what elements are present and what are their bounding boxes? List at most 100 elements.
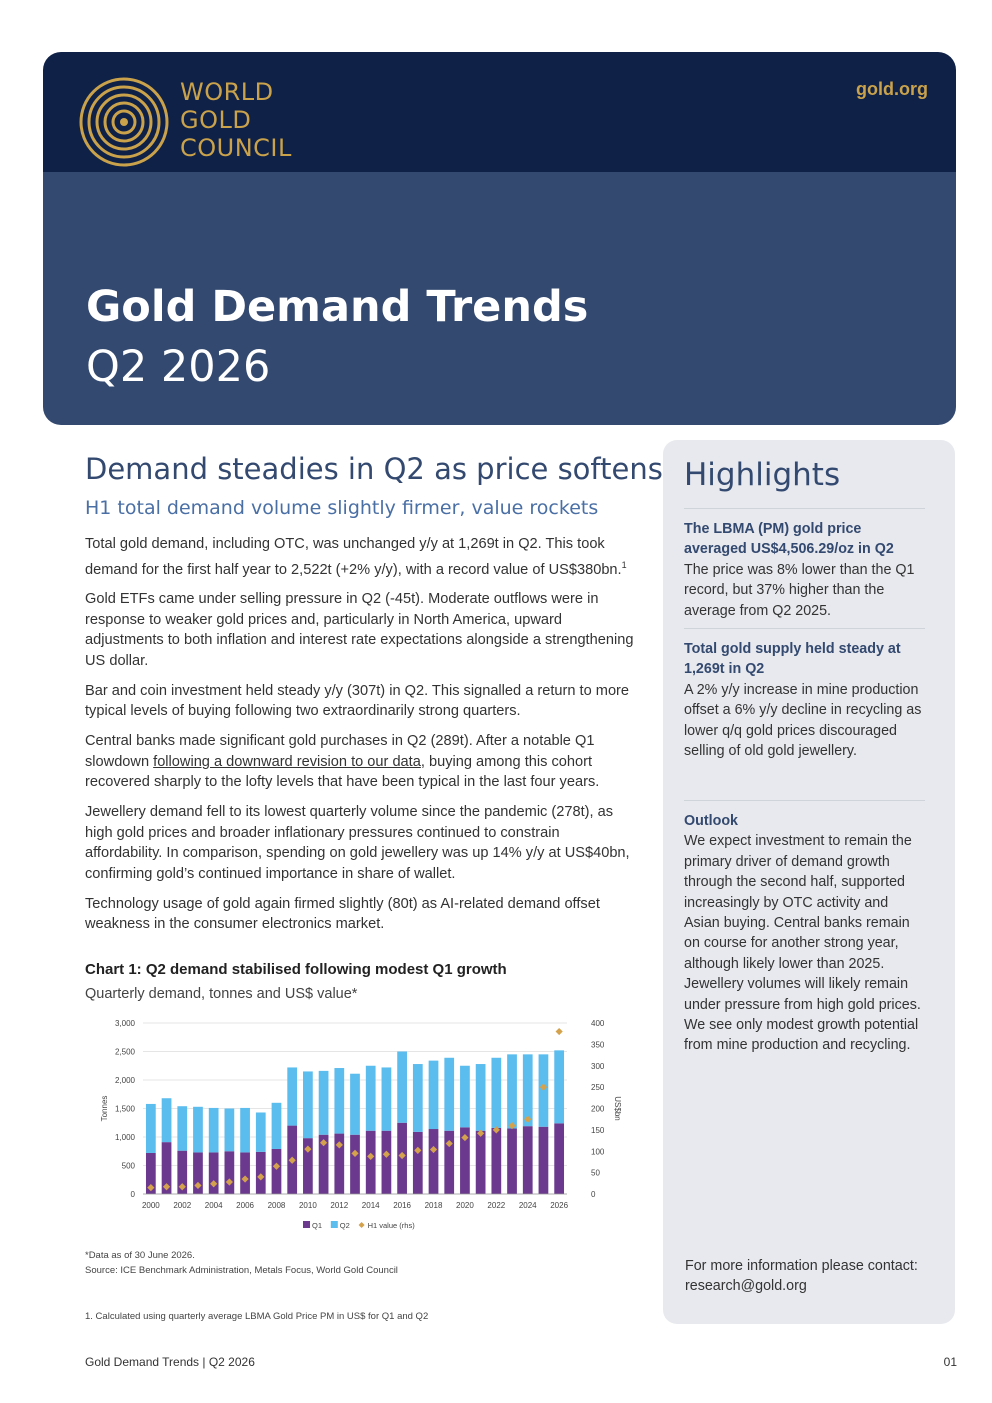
x-tick-label: 2020 — [456, 1201, 474, 1210]
chart-note: *Data as of 30 June 2026. — [85, 1250, 195, 1261]
bar-q1 — [334, 1133, 345, 1194]
site-link[interactable]: gold.org — [856, 79, 928, 99]
divider — [684, 800, 925, 801]
legend-label: Q2 — [340, 1221, 350, 1230]
h1-value-marker — [477, 1129, 485, 1137]
bar-q2 — [522, 1054, 533, 1127]
y-tick-label-right: 0 — [591, 1190, 596, 1199]
bar-q1 — [522, 1126, 533, 1194]
chart-subtitle: Quarterly demand, tonnes and US$ value* — [85, 986, 358, 1002]
bar-q1 — [491, 1127, 502, 1194]
bar-q2 — [318, 1070, 329, 1135]
legend-swatch — [358, 1222, 365, 1228]
main-body: Total gold demand, including OTC, was un… — [85, 534, 635, 944]
highlight-item: Total gold supply held steady at 1,269t … — [684, 639, 926, 761]
bar-q2 — [475, 1064, 486, 1131]
logo-line: GOLD — [180, 106, 252, 134]
h1-value-marker — [445, 1139, 453, 1148]
legend-swatch — [330, 1221, 338, 1228]
bar-q2 — [161, 1098, 172, 1143]
h1-value-marker — [335, 1141, 343, 1149]
header-top-band — [43, 52, 956, 173]
highlight-text: A 2% y/y increase in mine production off… — [684, 681, 922, 760]
y-tick-label-right: 250 — [591, 1083, 605, 1092]
contact-info: For more information please contact: res… — [685, 1258, 918, 1295]
y-tick-label-right: 150 — [591, 1126, 605, 1135]
bar-q1 — [271, 1148, 282, 1194]
h1-value-marker — [241, 1175, 249, 1183]
bar-q2 — [240, 1107, 250, 1153]
x-tick-label: 2002 — [173, 1201, 191, 1210]
h1-value-marker — [508, 1122, 516, 1130]
revision-link[interactable]: following a downward revision to our dat… — [153, 753, 421, 770]
bar-q2 — [507, 1054, 517, 1129]
header-title-band — [43, 172, 956, 425]
bar-q1 — [318, 1134, 329, 1194]
highlight-text: The price was 8% lower than the Q1 recor… — [684, 561, 915, 619]
y-tick-label-left: 1,500 — [115, 1105, 136, 1114]
bar-q1 — [475, 1130, 486, 1194]
x-tick-label: 2018 — [425, 1201, 443, 1210]
y-tick-label-right: 200 — [591, 1105, 605, 1114]
highlight-item: Outlook We expect investment to remain t… — [684, 811, 926, 1056]
world-gold-council-logo-icon — [79, 77, 169, 167]
highlight-title: Outlook — [684, 813, 739, 829]
y-tick-label-right: 350 — [591, 1040, 605, 1049]
bar-q1 — [538, 1126, 549, 1194]
logo-line: COUNCIL — [180, 134, 292, 162]
bar-q1 — [303, 1138, 313, 1194]
h1-value-marker — [382, 1150, 391, 1158]
footer-title: Gold Demand Trends | Q2 2026 — [85, 1355, 255, 1369]
logo-line: WORLD — [180, 78, 274, 106]
h1-value-marker — [272, 1162, 281, 1170]
y-tick-label-right: 100 — [591, 1147, 605, 1156]
x-tick-label: 2014 — [362, 1201, 380, 1210]
legend-label: Q1 — [312, 1221, 322, 1230]
paragraph: Bar and coin investment held steady y/y … — [85, 682, 630, 720]
legend-swatch — [303, 1221, 310, 1228]
h1-value-marker — [429, 1145, 438, 1154]
h1-value-marker — [351, 1149, 359, 1157]
bar-q1 — [460, 1127, 470, 1194]
x-tick-label: 2008 — [268, 1201, 286, 1210]
y-tick-label-right: 400 — [591, 1019, 605, 1028]
bar-q1 — [365, 1130, 376, 1194]
x-tick-label: 2000 — [142, 1201, 160, 1210]
x-tick-label: 2004 — [205, 1201, 223, 1210]
highlight-text: We expect investment to remain the prima… — [684, 833, 921, 1054]
bar-q1 — [412, 1131, 423, 1194]
bar-q1 — [208, 1152, 219, 1194]
bar-q1 — [381, 1130, 392, 1194]
divider — [684, 628, 925, 629]
bar-q2 — [554, 1050, 565, 1124]
highlights-panel — [663, 440, 955, 1324]
bar-q2 — [255, 1112, 266, 1152]
y-tick-label-left: 2,000 — [115, 1076, 136, 1085]
x-tick-label: 2024 — [519, 1201, 537, 1210]
bar-q1 — [161, 1142, 172, 1194]
bar-q2 — [412, 1064, 423, 1132]
quarterly-demand-chart: 0 500 1,000 1,500 2,000 2,500 3,000 0 50 100 150 20… — [100, 1019, 622, 1230]
y-tick-label-right: 50 — [591, 1169, 600, 1178]
paragraph: Gold ETFs came under selling pressure in… — [85, 591, 634, 669]
footnote-marker[interactable]: 1 — [621, 559, 627, 570]
h1-value-marker — [147, 1183, 155, 1192]
h1-value-marker — [555, 1027, 563, 1036]
y-tick-label-left: 500 — [122, 1162, 136, 1171]
bar-q2 — [460, 1065, 470, 1128]
bar-q2 — [193, 1106, 203, 1153]
h1-value-marker — [319, 1139, 328, 1147]
bar-q2 — [271, 1102, 282, 1149]
h1-value-marker — [257, 1173, 265, 1181]
report-title: Gold Demand Trends — [86, 282, 589, 332]
bar-q2 — [224, 1108, 235, 1152]
y-tick-label-right: 300 — [591, 1062, 605, 1071]
h1-value-marker — [162, 1183, 171, 1191]
x-tick-label: 2012 — [330, 1201, 348, 1210]
page-number: 01 — [943, 1355, 957, 1369]
x-tick-label: 2010 — [299, 1201, 317, 1210]
logo-wordmark: WORLD GOLD COUNCIL — [180, 78, 292, 162]
h1-value-marker — [225, 1178, 233, 1186]
bar-q2 — [350, 1073, 360, 1135]
bar-q2 — [397, 1051, 407, 1123]
